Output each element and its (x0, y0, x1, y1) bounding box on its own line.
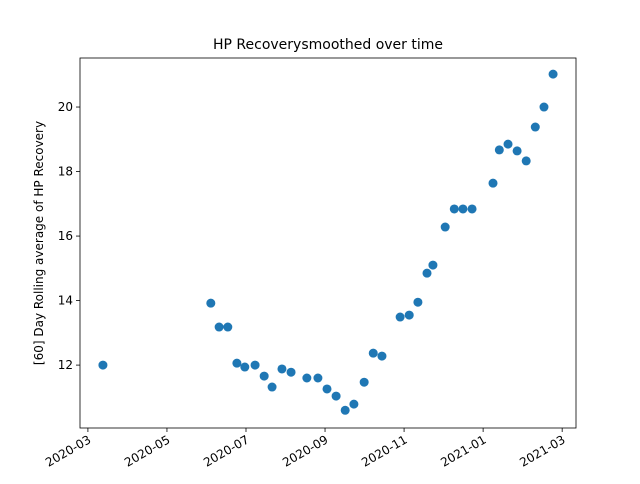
y-tick-label: 12 (58, 358, 73, 372)
point (232, 358, 242, 368)
point (494, 145, 504, 155)
point (413, 297, 423, 307)
point (313, 373, 323, 383)
point (512, 146, 522, 156)
x-tick-label: 2021-03 (517, 432, 567, 469)
point (267, 382, 277, 392)
point (223, 322, 233, 332)
x-tick-label: 2020-05 (122, 432, 172, 469)
point (539, 102, 549, 112)
y-tick-label: 16 (58, 229, 73, 243)
point (277, 364, 287, 374)
point (530, 122, 540, 132)
point (449, 204, 459, 214)
point (422, 268, 432, 278)
point (503, 139, 513, 149)
point (440, 222, 450, 232)
point (206, 298, 216, 308)
point (404, 310, 414, 320)
point (340, 405, 350, 415)
point (98, 360, 108, 370)
point (214, 322, 224, 332)
point (349, 399, 359, 409)
point (521, 156, 531, 166)
x-tick-label: 2021-01 (438, 432, 488, 469)
chart-title: HP Recoverysmoothed over time (213, 37, 443, 53)
point (395, 312, 405, 322)
y-tick-label: 18 (58, 165, 73, 179)
y-tick-label: 20 (58, 100, 73, 114)
x-tick-label: 2020-03 (43, 432, 93, 469)
y-tick-label: 14 (58, 294, 73, 308)
point (458, 204, 468, 214)
point (331, 391, 341, 401)
point (302, 373, 312, 383)
point (488, 178, 498, 188)
x-tick-label: 2020-11 (359, 432, 409, 469)
point (467, 204, 477, 214)
point (322, 384, 332, 394)
point (286, 367, 296, 377)
x-tick-label: 2020-07 (201, 432, 251, 469)
point (368, 348, 378, 358)
point (377, 351, 387, 361)
point (548, 69, 558, 79)
point (259, 371, 269, 381)
plot-frame (79, 57, 577, 429)
x-tick-label: 2020-09 (280, 432, 330, 469)
y-axis-label: [60] Day Rolling average of HP Recovery (32, 121, 46, 365)
point (240, 362, 250, 372)
point (359, 377, 369, 387)
point (428, 260, 438, 270)
point (250, 360, 260, 370)
